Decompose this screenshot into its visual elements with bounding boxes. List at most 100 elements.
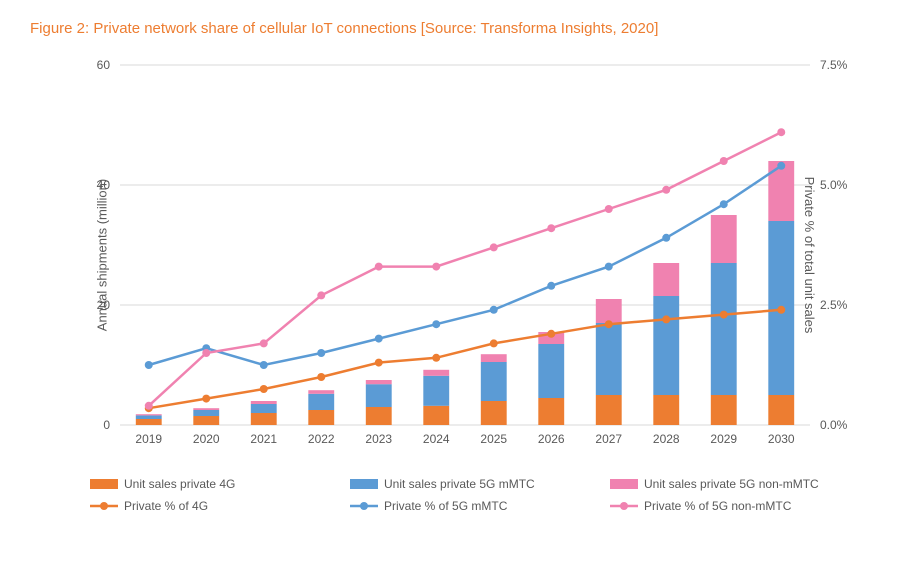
bar-sales_5g_mmtc — [711, 263, 737, 395]
marker-pct_4g — [662, 315, 670, 323]
legend-line-swatch — [90, 499, 118, 513]
bar-sales_4g — [251, 413, 277, 425]
marker-pct_5g_mmtc — [662, 234, 670, 242]
legend-label: Private % of 5G non-mMTC — [644, 499, 791, 513]
marker-pct_4g — [490, 339, 498, 347]
bar-sales_4g — [653, 395, 679, 425]
marker-pct_5g_mmtc — [375, 335, 383, 343]
y-right-tick: 7.5% — [820, 58, 848, 72]
bar-sales_4g — [768, 395, 794, 425]
bar-sales_4g — [596, 395, 622, 425]
marker-pct_5g_nonmmtc — [490, 243, 498, 251]
bar-sales_4g — [538, 398, 564, 425]
bar-sales_4g — [481, 401, 507, 425]
bar-sales_5g_mmtc — [193, 410, 219, 416]
bar-sales_5g_nonmmtc — [653, 263, 679, 296]
bar-sales_5g_nonmmtc — [768, 161, 794, 221]
x-tick: 2029 — [710, 432, 737, 446]
legend-item: Unit sales private 4G — [90, 477, 350, 491]
marker-pct_5g_mmtc — [547, 282, 555, 290]
bar-sales_5g_nonmmtc — [596, 299, 622, 323]
marker-pct_5g_nonmmtc — [202, 349, 210, 357]
x-tick: 2025 — [480, 432, 507, 446]
bar-sales_4g — [423, 406, 449, 425]
bar-sales_4g — [193, 416, 219, 425]
x-tick: 2024 — [423, 432, 450, 446]
marker-pct_5g_mmtc — [605, 263, 613, 271]
y-right-tick: 0.0% — [820, 418, 848, 432]
marker-pct_5g_nonmmtc — [777, 128, 785, 136]
legend-item: Private % of 5G non-mMTC — [610, 499, 870, 513]
x-tick: 2020 — [193, 432, 220, 446]
x-tick: 2022 — [308, 432, 335, 446]
bar-sales_5g_nonmmtc — [308, 390, 334, 394]
legend-item: Private % of 5G mMTC — [350, 499, 610, 513]
marker-pct_4g — [605, 320, 613, 328]
marker-pct_5g_nonmmtc — [375, 263, 383, 271]
bar-sales_5g_mmtc — [136, 415, 162, 419]
legend-item: Unit sales private 5G non-mMTC — [610, 477, 870, 491]
x-tick: 2021 — [250, 432, 277, 446]
marker-pct_5g_nonmmtc — [720, 157, 728, 165]
legend-label: Unit sales private 4G — [124, 477, 235, 491]
marker-pct_4g — [777, 306, 785, 314]
bar-sales_5g_mmtc — [481, 362, 507, 401]
marker-pct_4g — [432, 354, 440, 362]
legend-line-swatch — [350, 499, 378, 513]
marker-pct_5g_mmtc — [777, 162, 785, 170]
y-left-tick: 60 — [97, 58, 111, 72]
marker-pct_5g_nonmmtc — [145, 402, 153, 410]
x-tick: 2027 — [595, 432, 622, 446]
marker-pct_5g_nonmmtc — [432, 263, 440, 271]
marker-pct_5g_mmtc — [145, 361, 153, 369]
chart-svg: 02040600.0%2.5%5.0%7.5%20192020202120222… — [30, 45, 870, 465]
marker-pct_4g — [260, 385, 268, 393]
x-tick: 2019 — [135, 432, 162, 446]
bar-sales_5g_nonmmtc — [193, 408, 219, 410]
bar-sales_5g_nonmmtc — [711, 215, 737, 263]
legend-label: Unit sales private 5G mMTC — [384, 477, 535, 491]
marker-pct_4g — [720, 311, 728, 319]
chart-title: Figure 2: Private network share of cellu… — [30, 20, 871, 37]
bar-sales_4g — [366, 407, 392, 425]
legend-line-swatch — [610, 499, 638, 513]
legend-swatch — [350, 479, 378, 489]
y-right-tick: 2.5% — [820, 298, 848, 312]
marker-pct_5g_mmtc — [490, 306, 498, 314]
marker-pct_5g_nonmmtc — [605, 205, 613, 213]
marker-pct_5g_mmtc — [720, 200, 728, 208]
bar-sales_5g_mmtc — [596, 323, 622, 395]
bar-sales_5g_mmtc — [538, 344, 564, 398]
x-tick: 2030 — [768, 432, 795, 446]
bar-sales_5g_nonmmtc — [136, 414, 162, 415]
marker-pct_5g_nonmmtc — [317, 291, 325, 299]
bar-sales_5g_mmtc — [251, 404, 277, 413]
legend-swatch — [610, 479, 638, 489]
marker-pct_4g — [547, 330, 555, 338]
legend-label: Unit sales private 5G non-mMTC — [644, 477, 819, 491]
marker-pct_5g_nonmmtc — [547, 224, 555, 232]
x-tick: 2028 — [653, 432, 680, 446]
y-right-tick: 5.0% — [820, 178, 848, 192]
x-tick: 2026 — [538, 432, 565, 446]
bar-sales_5g_mmtc — [653, 296, 679, 395]
y-right-label: Private % of total unit sales — [802, 177, 817, 334]
legend-item: Private % of 4G — [90, 499, 350, 513]
bar-sales_5g_nonmmtc — [251, 401, 277, 404]
y-left-tick: 0 — [103, 418, 110, 432]
bar-sales_5g_nonmmtc — [481, 354, 507, 362]
y-left-label: Annual shipments (million) — [95, 179, 110, 331]
marker-pct_5g_mmtc — [260, 361, 268, 369]
bar-sales_5g_nonmmtc — [423, 370, 449, 376]
legend-label: Private % of 5G mMTC — [384, 499, 507, 513]
marker-pct_5g_nonmmtc — [260, 339, 268, 347]
legend: Unit sales private 4G Unit sales private … — [30, 465, 871, 517]
marker-pct_4g — [202, 395, 210, 403]
line-pct_5g_mmtc — [149, 166, 782, 365]
bar-sales_4g — [711, 395, 737, 425]
chart-area: Annual shipments (million) Private % of … — [30, 45, 870, 465]
bar-sales_5g_mmtc — [423, 376, 449, 406]
x-tick: 2023 — [365, 432, 392, 446]
marker-pct_4g — [375, 359, 383, 367]
marker-pct_4g — [317, 373, 325, 381]
